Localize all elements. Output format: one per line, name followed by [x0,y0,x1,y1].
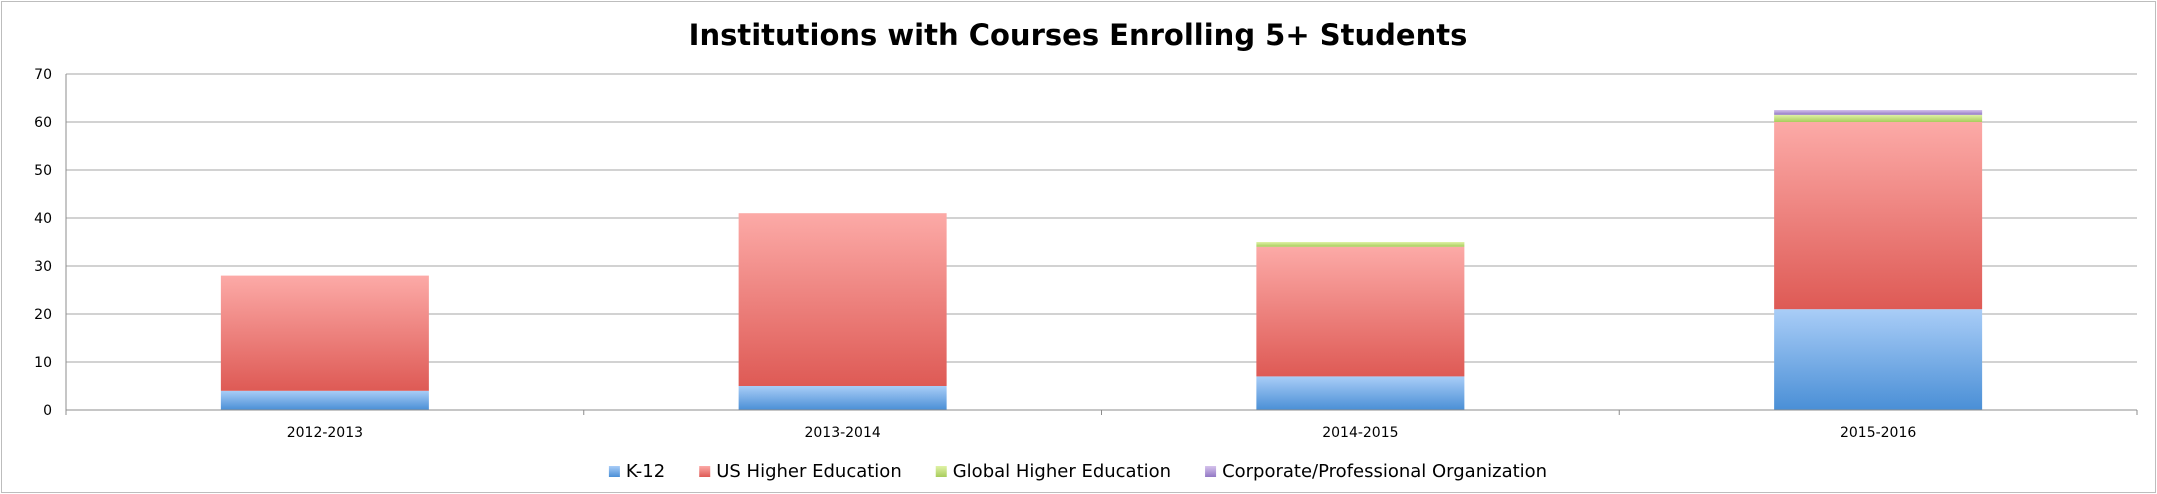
legend-swatch [935,466,947,477]
bars [220,110,1983,410]
y-tick-label: 20 [34,307,52,323]
legend-swatch [608,466,620,477]
y-tick-label: 30 [34,259,52,275]
legend-swatch [1205,466,1217,477]
y-tick-label: 40 [34,211,52,227]
bar-segment [738,213,947,386]
y-tick-label: 70 [34,67,52,83]
y-tick-label: 0 [43,403,52,419]
legend-item: Global Higher Education [935,461,1171,482]
bar-segment [1774,309,1983,410]
y-tick-label: 50 [34,163,52,179]
y-axis: 0 10 20 30 40 50 60 70 [34,67,67,419]
legend-label: K-12 [626,461,665,482]
legend-item: Corporate/Professional Organization [1205,461,1547,482]
bar-segment [1256,242,1465,247]
legend-label: Global Higher Education [953,461,1171,482]
x-tick-label: 2013-2014 [804,425,880,441]
bar-segment [1774,122,1983,310]
bar-segment [738,386,947,410]
y-tick-label: 10 [34,355,52,371]
bar-segment [1774,114,1983,122]
legend-swatch [699,466,711,477]
x-tick-label: 2015-2016 [1840,425,1916,441]
bar-segment [1774,110,1983,115]
legend-item: K-12 [608,461,665,482]
bar-segment [220,390,429,410]
legend: K-12 US Higher Education Global Higher Edu… [608,461,1547,482]
y-tick-label: 60 [34,115,52,131]
chart-title: Institutions with Courses Enrolling 5+ S… [689,18,1468,52]
legend-label: US Higher Education [716,461,902,482]
bar-segment [220,275,429,391]
bar-segment [1256,246,1465,377]
x-axis: 2012-2013 2013-2014 2014-2015 2015-2016 [65,409,2138,441]
x-tick-label: 2012-2013 [287,425,363,441]
x-tick-label: 2014-2015 [1322,425,1398,441]
legend-label: Corporate/Professional Organization [1222,461,1547,482]
bar-segment [1256,376,1465,410]
legend-item: US Higher Education [699,461,902,482]
